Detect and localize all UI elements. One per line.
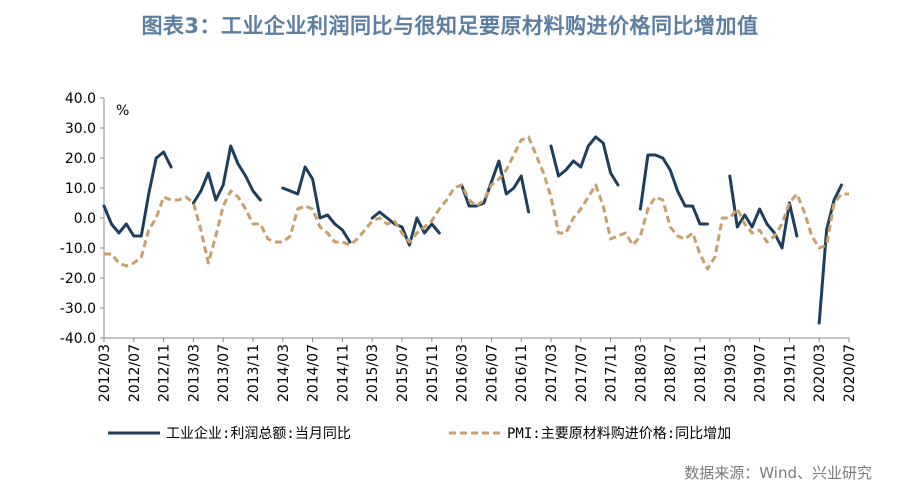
pmi-series-line (104, 135, 849, 271)
x-tick-label: 2015/03 (365, 344, 381, 402)
y-tick-labels: 40.0 30.0 20.0 10.0 0.0 -10.0 -20.0 -30.0 -40.0 (60, 91, 104, 347)
x-tick-label: 2015/07 (395, 344, 411, 402)
profit-series-line (728, 174, 799, 250)
x-tick-label: 2013/03 (186, 344, 202, 402)
y-tick-label: -10.0 (60, 241, 96, 257)
x-tick-label: 2013/07 (216, 344, 232, 402)
profit-series-line (191, 144, 262, 205)
y-tick-label: 0.0 (74, 211, 96, 227)
x-tick-label: 2014/03 (276, 344, 292, 402)
series-lines (102, 135, 849, 325)
y-tick-label: -20.0 (60, 271, 96, 287)
source-note: 数据来源：Wind、兴业研究 (684, 464, 872, 482)
y-tick-label: -30.0 (60, 301, 96, 317)
y-tick-label: 30.0 (65, 121, 96, 137)
x-tick-label: 2012/03 (97, 344, 113, 402)
profit-series-line (370, 210, 441, 247)
y-tick-label: 20.0 (65, 151, 96, 167)
x-tick-label: 2015/11 (425, 344, 441, 402)
x-tick-label: 2016/07 (484, 344, 500, 402)
profit-series-line (638, 153, 709, 226)
y-tick-label: -40.0 (60, 331, 96, 347)
y-axis-unit-label: % (116, 103, 129, 119)
profit-series-line (549, 135, 620, 187)
profit-series-line (102, 150, 173, 238)
y-tick-label: 10.0 (65, 181, 96, 197)
y-tick-label: 40.0 (65, 91, 96, 107)
legend-label: PMI:主要原材料购进价格:同比增加 (507, 426, 731, 442)
x-tick-label: 2018/03 (633, 344, 649, 402)
x-tick-label: 2014/07 (306, 344, 322, 402)
x-tick-label: 2014/11 (335, 344, 351, 402)
x-tick-label: 2019/07 (753, 344, 769, 402)
profit-series-line (281, 165, 352, 244)
x-tick-label: 2017/07 (574, 344, 590, 402)
x-tick-label: 2017/03 (544, 344, 560, 402)
x-tick-label: 2016/11 (514, 344, 530, 402)
x-tick-label: 2019/03 (723, 344, 739, 402)
x-tick-labels: 2012/03 2012/07 2012/11 2013/03 2013/07 2013/… (97, 338, 858, 402)
profit-series-line (817, 183, 843, 325)
profit-series-line (460, 159, 531, 214)
x-tick-label: 2013/11 (246, 344, 262, 402)
x-tick-label: 2019/11 (782, 344, 798, 402)
x-tick-label: 2016/03 (455, 344, 471, 402)
x-tick-label: 2020/07 (842, 344, 858, 402)
legend: 工业企业:利润总额:当月同比 PMI:主要原材料购进价格:同比增加 (108, 425, 731, 442)
legend-label: 工业企业:利润总额:当月同比 (166, 425, 351, 442)
x-tick-label: 2018/07 (663, 344, 679, 402)
x-tick-label: 2012/07 (127, 344, 143, 402)
x-tick-label: 2020/03 (812, 344, 828, 402)
x-tick-label: 2017/11 (604, 344, 620, 402)
x-tick-label: 2018/11 (693, 344, 709, 402)
chart-title: 图表3：工业企业利润同比与很知足要原材料购进价格同比增加值 (141, 14, 759, 38)
x-tick-label: 2012/11 (157, 344, 173, 402)
